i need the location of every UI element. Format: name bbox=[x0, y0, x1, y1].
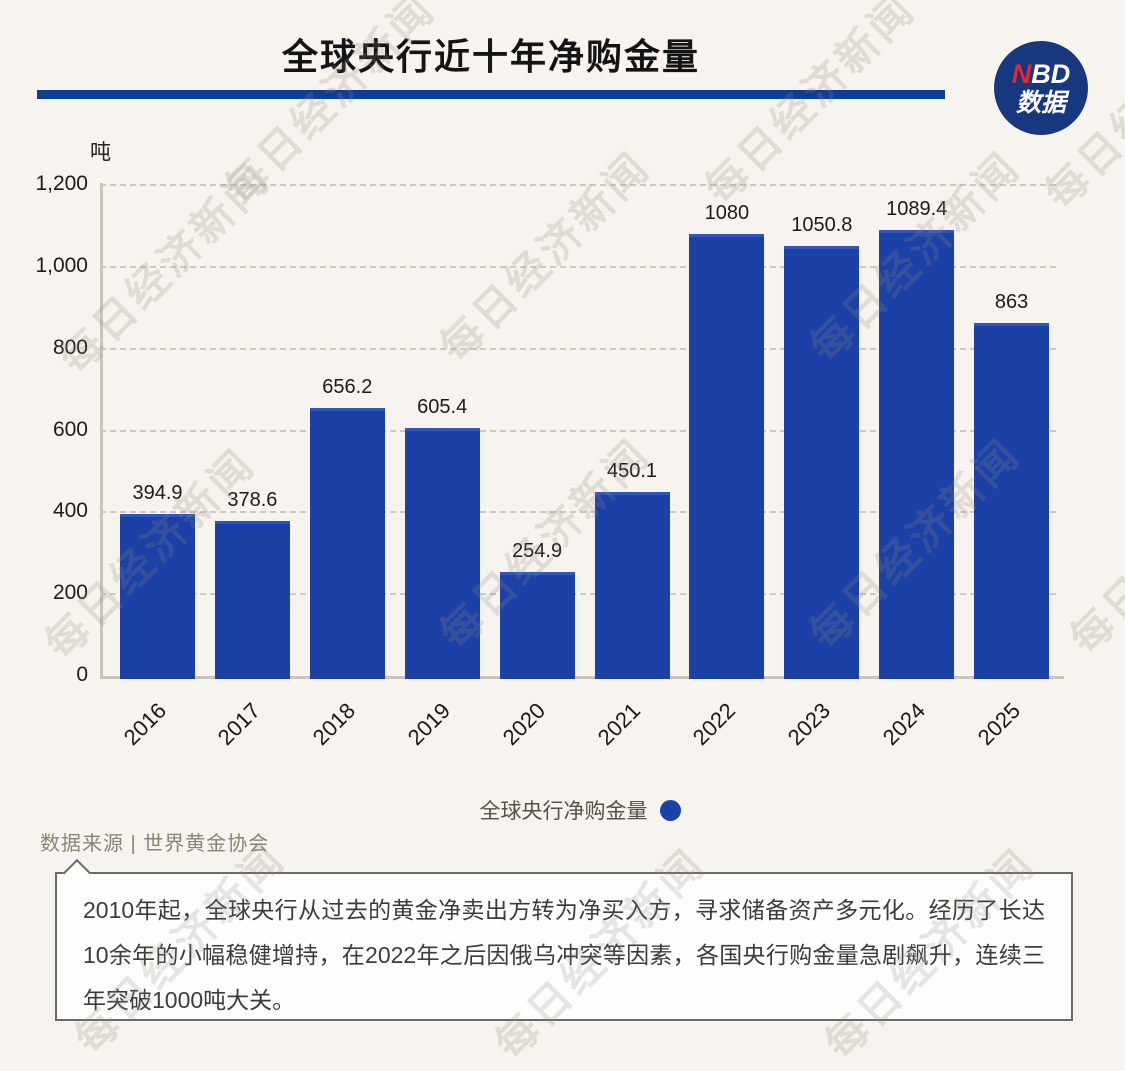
x-tick-label: 2016 bbox=[118, 697, 171, 751]
bar bbox=[879, 230, 955, 679]
bar-value-label: 378.6 bbox=[227, 489, 278, 512]
bar-chart: 吨 0 200 400 600 800 1,000 1,200 394.9 2016 378.6 2… bbox=[35, 141, 1064, 751]
x-tick-label: 2023 bbox=[782, 697, 835, 751]
bar-value-label: 1089.4 bbox=[886, 198, 948, 221]
y-tick-label: 0 bbox=[76, 663, 88, 686]
y-tick-label: 200 bbox=[52, 581, 88, 605]
bar-value-label: 605.4 bbox=[417, 396, 468, 419]
legend-dot-icon bbox=[659, 799, 681, 821]
y-tick-label: 800 bbox=[52, 335, 88, 359]
nbd-logo-wordmark: NBD bbox=[1012, 60, 1071, 88]
nbd-logo-letter-n: N bbox=[1011, 58, 1032, 89]
title-divider bbox=[37, 90, 945, 99]
gridline bbox=[100, 429, 1056, 432]
bar-value-label: 656.2 bbox=[322, 375, 373, 398]
y-axis-unit-label: 吨 bbox=[90, 141, 111, 164]
x-tick-label: 2020 bbox=[497, 697, 551, 751]
bar bbox=[784, 246, 860, 679]
x-tick-label: 2017 bbox=[213, 697, 266, 751]
bar bbox=[974, 322, 1050, 679]
page-title: 全球央行近十年净购金量 bbox=[281, 36, 700, 77]
bar bbox=[120, 514, 195, 679]
nbd-logo-letters-bd: BD bbox=[1031, 58, 1071, 89]
gridline bbox=[100, 184, 1056, 186]
y-axis-line bbox=[100, 183, 103, 677]
bar bbox=[499, 571, 575, 679]
bar bbox=[594, 491, 670, 679]
bar-value-label: 1050.8 bbox=[791, 214, 853, 237]
bar bbox=[404, 428, 480, 679]
gridline bbox=[100, 265, 1056, 268]
bar bbox=[309, 407, 385, 679]
x-tick-label: 2024 bbox=[877, 697, 930, 751]
note-callout-box: 2010年起，全球央行从过去的黄金净卖出方转为净买入方，寻求储备资产多元化。经历… bbox=[55, 858, 1073, 1021]
gridline bbox=[100, 593, 1056, 596]
y-tick-label: 1,000 bbox=[35, 253, 88, 277]
data-source: 数据来源 | 世界黄金协会 bbox=[40, 833, 270, 855]
nbd-logo: NBD 数据 bbox=[994, 41, 1088, 135]
y-tick-label: 400 bbox=[52, 499, 88, 523]
x-tick-label: 2018 bbox=[308, 697, 361, 751]
x-axis-line bbox=[100, 676, 1064, 679]
y-tick-label: 600 bbox=[52, 417, 88, 441]
gridline bbox=[100, 347, 1056, 350]
bar-value-label: 254.9 bbox=[512, 539, 563, 562]
x-tick-label: 2025 bbox=[972, 697, 1025, 751]
legend-label: 全球央行净购金量 bbox=[479, 800, 648, 823]
note-text: 2010年起，全球央行从过去的黄金净卖出方转为净买入方，寻求储备资产多元化。经历… bbox=[83, 897, 1045, 1013]
bar bbox=[689, 234, 765, 679]
x-tick-label: 2021 bbox=[592, 697, 646, 751]
bar-value-label: 863 bbox=[994, 290, 1029, 313]
y-tick-label: 1,200 bbox=[35, 172, 88, 195]
nbd-logo-subtitle: 数据 bbox=[1015, 89, 1066, 118]
chart-legend: 全球央行净购金量 bbox=[100, 795, 1060, 825]
bar-value-label: 450.1 bbox=[606, 459, 658, 482]
bar-value-label: 394.9 bbox=[132, 482, 183, 505]
gridline bbox=[100, 511, 1056, 514]
x-tick-label: 2019 bbox=[402, 697, 456, 751]
x-tick-label: 2022 bbox=[687, 697, 740, 751]
bar-value-label: 1080 bbox=[704, 202, 750, 225]
bar bbox=[214, 521, 290, 679]
